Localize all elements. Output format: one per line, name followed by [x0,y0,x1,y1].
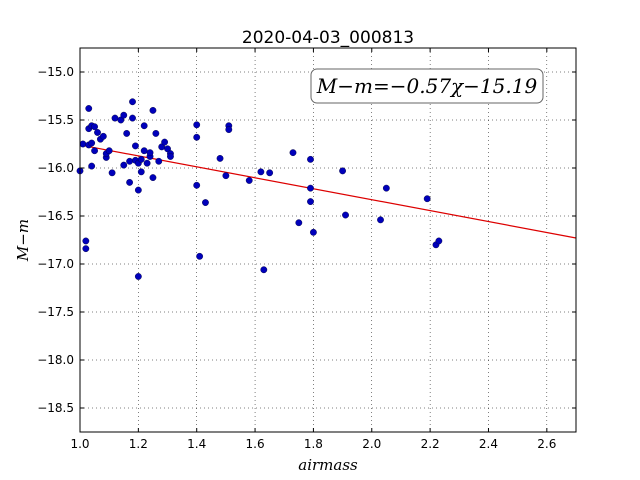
data-point [134,273,142,280]
data-point [216,154,224,162]
data-point [85,105,93,112]
data-point [132,142,139,150]
annotation-text: M−m=−0.57χ−15.19 [316,74,538,98]
data-point [129,98,136,106]
data-point [126,157,134,165]
y-tick-label: −15.0 [37,65,74,79]
data-point [193,133,201,141]
fit-annotation: M−m=−0.57χ−15.19 [310,68,544,104]
axis-ticks: 1.0 1.2 1.4 1.6 1.8 2.0 2.2 2.4 2.6 −15.0 −15.5 −16… [37,48,576,451]
data-point [382,184,390,192]
data-point [289,149,297,157]
data-point [155,157,163,165]
data-point [152,130,160,137]
data-point [146,149,154,157]
data-point [129,114,136,122]
fit-line [79,144,577,239]
data-point [423,195,431,203]
y-tick-label: −16.0 [37,161,74,175]
data-point [91,123,98,131]
data-point [202,199,209,206]
data-point [193,181,201,189]
plot-area [80,48,576,432]
plot-frame [79,47,577,433]
data-point [99,132,107,140]
x-tick-label: 2.0 [362,437,381,451]
data-point [193,121,201,129]
fit-line-group [79,144,577,239]
y-tick-label: −15.5 [37,113,74,127]
data-point [91,147,98,155]
data-point [134,186,142,194]
annotation-box [310,68,544,104]
data-point [126,178,134,186]
chart-title: 2020-04-03_000813 [242,28,414,48]
x-tick-label: 1.4 [187,437,206,451]
y-tick-label: −16.5 [37,209,74,223]
y-tick-label: −17.0 [37,257,74,271]
y-tick-label: −18.0 [37,353,74,367]
x-tick-label: 2.4 [479,437,498,451]
data-point [167,153,174,160]
x-tick-label: 1.2 [129,437,148,451]
x-tick-label: 2.2 [421,437,440,451]
data-point [222,172,230,180]
y-axis-label: M−m [14,219,32,262]
data-point [120,161,128,169]
y-tick-label: −18.5 [37,401,74,415]
data-point [307,198,314,206]
y-tick-label: −17.5 [37,305,74,319]
data-point [123,130,131,137]
data-point [377,216,384,224]
data-point [111,114,119,122]
data-point [82,237,90,245]
data-point [143,159,151,167]
data-point [266,169,274,177]
data-point [310,228,317,236]
x-tick-label: 1.6 [246,437,265,451]
data-point [137,168,145,176]
data-point [339,167,346,175]
x-tick-label: 1.8 [304,437,323,451]
data-points [76,98,443,280]
data-point [295,219,303,227]
data-point [105,147,113,155]
data-point [342,211,349,219]
data-point [196,252,204,260]
data-point [435,237,443,245]
data-point [108,169,116,177]
data-point [88,162,96,170]
data-point [82,245,90,253]
data-point [149,107,157,114]
data-point [140,122,148,130]
data-point [94,129,101,136]
data-point [260,266,268,274]
data-point [137,155,145,163]
data-point [149,174,157,182]
data-point [88,139,96,147]
data-point [161,138,169,146]
data-point [79,140,87,148]
x-tick-label: 2.6 [537,437,556,451]
data-point [257,168,265,176]
data-point [307,184,314,192]
x-axis-label: airmass [298,456,358,474]
data-point [120,111,128,119]
data-point [245,177,253,184]
data-point [140,147,148,155]
data-point [307,155,314,163]
x-tick-label: 1.0 [70,437,89,451]
data-point [225,126,233,134]
